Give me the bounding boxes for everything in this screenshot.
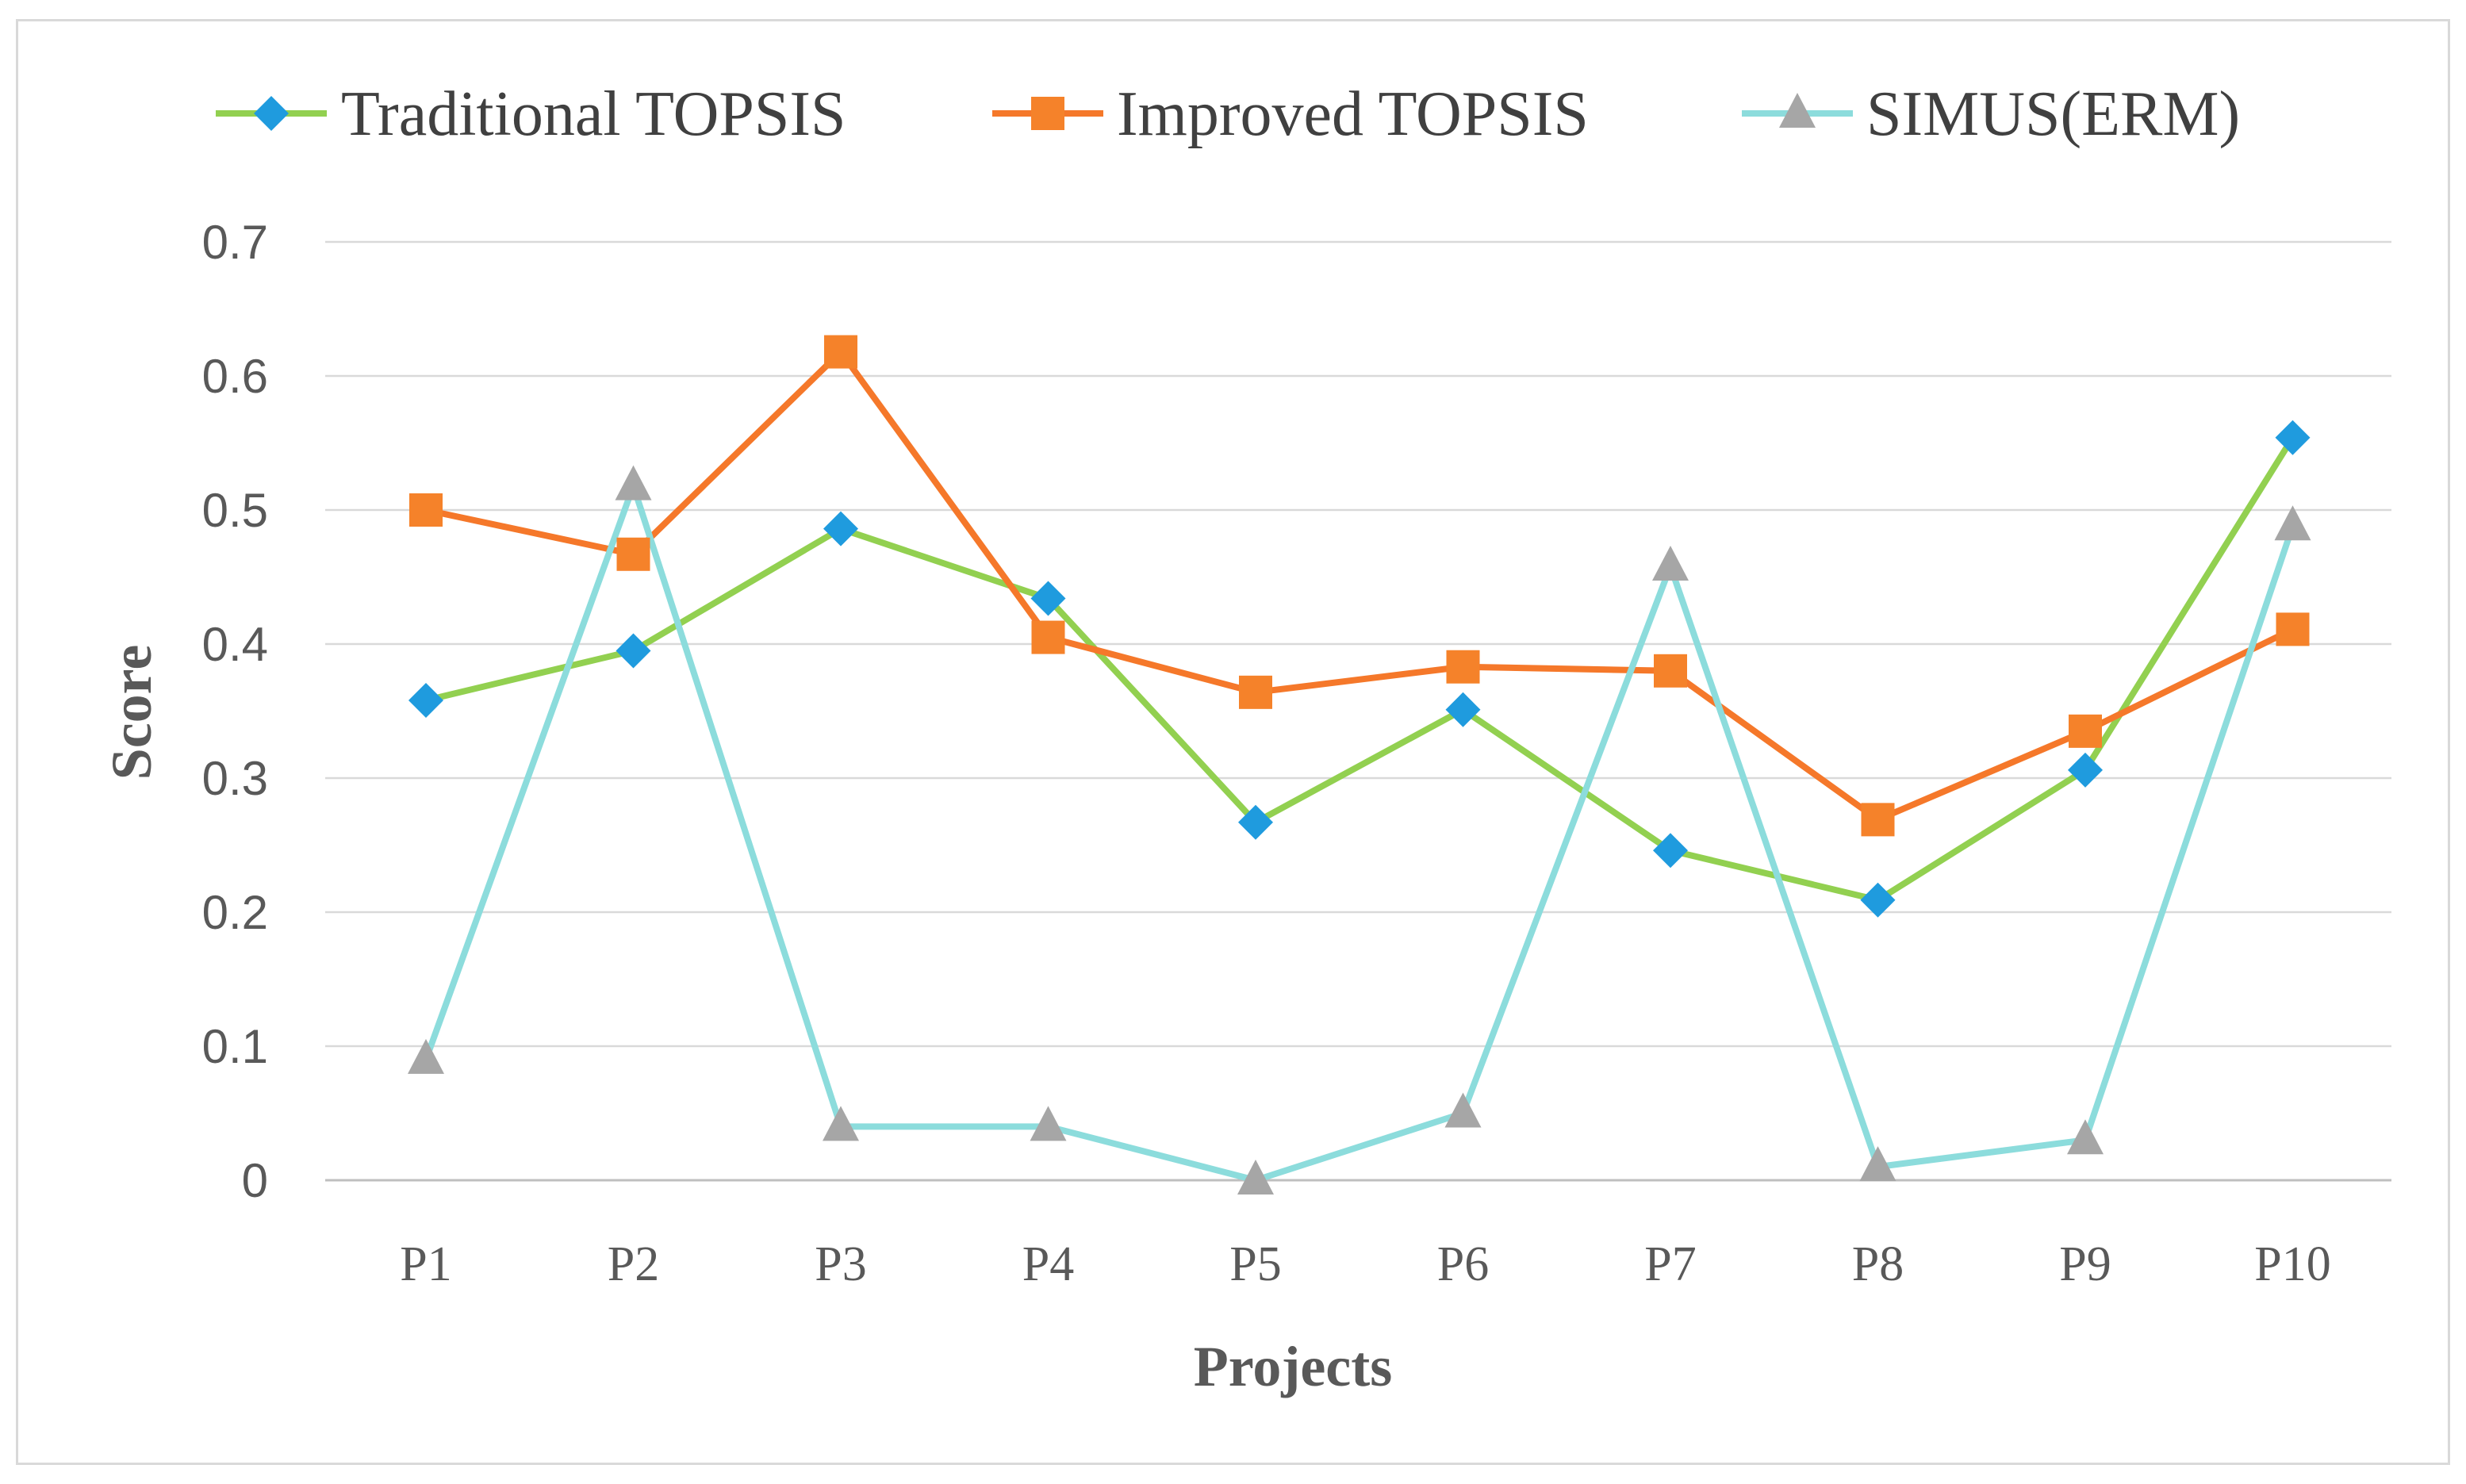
series-line-simus-erm — [423, 482, 2296, 1183]
series-markers — [408, 335, 2311, 1194]
data-point-simus-erm — [408, 1038, 444, 1074]
x-tick-label: P6 — [1437, 1237, 1489, 1291]
x-tick-label: P9 — [2059, 1237, 2111, 1291]
gridlines — [325, 240, 2391, 1182]
data-point-traditional-topsis — [1238, 804, 1273, 840]
data-point-traditional-topsis — [1030, 581, 1066, 616]
series-line-improved-topsis — [423, 348, 2296, 823]
data-point-traditional-topsis — [408, 682, 443, 718]
x-tick-label: P7 — [1644, 1237, 1696, 1291]
series-lines — [423, 348, 2296, 1183]
y-tick-label: 0.4 — [202, 618, 268, 671]
data-point-improved-topsis — [2276, 612, 2310, 646]
data-point-simus-erm — [1859, 1146, 1896, 1182]
data-point-improved-topsis — [1446, 650, 1480, 684]
x-tick-label: P1 — [400, 1237, 451, 1291]
data-point-traditional-topsis — [616, 633, 651, 669]
y-axis-ticks: 0 0.1 0.2 0.3 0.4 0.5 0.6 0.7 — [202, 216, 268, 1207]
data-point-simus-erm — [2274, 505, 2311, 541]
x-tick-label: P4 — [1022, 1237, 1074, 1291]
x-axis-title: Projects — [1194, 1335, 1393, 1398]
data-point-improved-topsis — [1861, 803, 1895, 837]
legend: Traditional TOPSIS Improved TOPSIS SIMUS(E… — [216, 79, 2240, 149]
y-tick-label: 0 — [242, 1154, 268, 1207]
data-point-simus-erm — [2067, 1119, 2104, 1155]
x-axis-ticks: P1 P2 P3 P4 P5 P6 P7 P8 P9 P10 — [400, 1237, 2330, 1291]
data-point-traditional-topsis — [1445, 692, 1481, 727]
x-tick-label: P2 — [608, 1237, 659, 1291]
data-point-simus-erm — [1652, 545, 1689, 581]
data-point-traditional-topsis — [2068, 752, 2103, 788]
legend-marker-simus-erm — [1779, 93, 1816, 128]
x-tick-label: P3 — [815, 1237, 866, 1291]
y-tick-label: 0.2 — [202, 886, 268, 939]
data-point-traditional-topsis — [823, 511, 858, 546]
x-tick-label: P8 — [1852, 1237, 1904, 1291]
legend-item-simus-erm: SIMUS(ERM) — [1742, 79, 2240, 149]
data-point-simus-erm — [823, 1106, 859, 1141]
y-tick-label: 0.3 — [202, 752, 268, 805]
legend-marker-traditional-topsis — [254, 96, 289, 131]
legend-marker-improved-topsis — [1031, 97, 1064, 130]
data-point-simus-erm — [1444, 1092, 1482, 1128]
data-point-improved-topsis — [824, 335, 857, 369]
y-tick-label: 0.1 — [202, 1020, 268, 1073]
data-point-improved-topsis — [409, 493, 443, 527]
data-point-traditional-topsis — [2275, 420, 2311, 455]
data-point-simus-erm — [1237, 1160, 1274, 1194]
legend-label-traditional-topsis: Traditional TOPSIS — [341, 79, 846, 149]
legend-label-simus-erm: SIMUS(ERM) — [1866, 79, 2240, 149]
data-point-improved-topsis — [1031, 620, 1065, 654]
data-point-simus-erm — [615, 465, 652, 500]
data-point-improved-topsis — [1239, 675, 1272, 709]
data-point-simus-erm — [1030, 1106, 1067, 1141]
data-point-improved-topsis — [1654, 654, 1687, 688]
data-point-improved-topsis — [616, 537, 650, 571]
data-point-improved-topsis — [2069, 714, 2102, 748]
series-line-traditional-topsis — [423, 434, 2296, 903]
x-tick-label: P10 — [2254, 1237, 2330, 1291]
data-point-traditional-topsis — [1860, 882, 1896, 918]
y-axis-title: Score — [100, 645, 163, 780]
chart-frame — [16, 19, 2450, 1465]
legend-item-improved-topsis: Improved TOPSIS — [992, 79, 1589, 149]
legend-item-traditional-topsis: Traditional TOPSIS — [216, 79, 846, 149]
data-point-traditional-topsis — [1653, 833, 1688, 869]
y-tick-label: 0.6 — [202, 350, 268, 403]
y-tick-label: 0.7 — [202, 216, 268, 269]
y-tick-label: 0.5 — [202, 484, 268, 537]
x-tick-label: P5 — [1229, 1237, 1281, 1291]
legend-label-improved-topsis: Improved TOPSIS — [1117, 79, 1589, 149]
